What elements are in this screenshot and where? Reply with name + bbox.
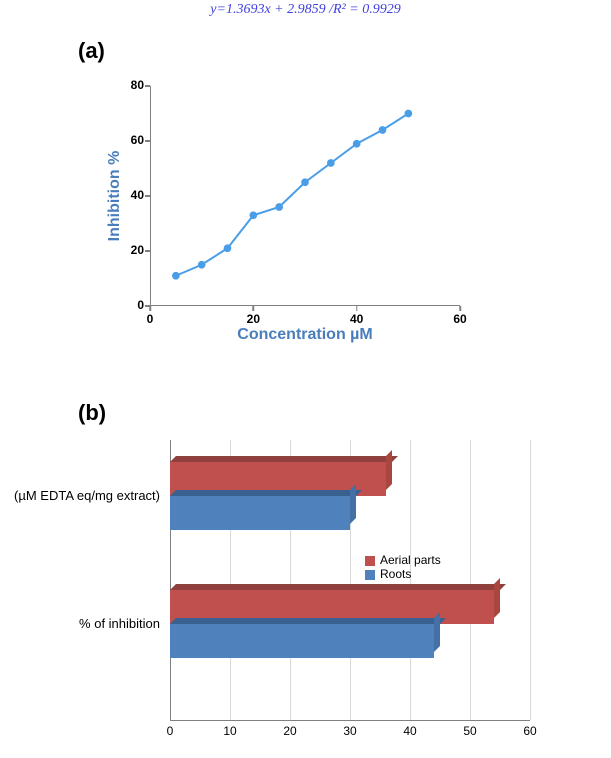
chart-a-xtick: 40 xyxy=(342,312,372,326)
data-point xyxy=(327,159,335,167)
chart-a-ytick: 40 xyxy=(114,188,144,202)
data-point xyxy=(172,272,180,280)
legend-label: Roots xyxy=(380,567,411,581)
legend-item: Roots xyxy=(365,567,441,581)
chart-a-ytick: 0 xyxy=(114,298,144,312)
chart-a-ytick: 20 xyxy=(114,243,144,257)
data-point xyxy=(275,203,283,211)
gridline xyxy=(530,440,531,720)
data-point xyxy=(301,178,309,186)
data-point xyxy=(379,126,387,134)
chart-b-plot: 0102030405060(µM EDTA eq/mg extract)% of… xyxy=(170,440,530,720)
category-label: (µM EDTA eq/mg extract) xyxy=(0,488,160,503)
chart-a-xtick: 60 xyxy=(445,312,475,326)
chart-b: 0102030405060(µM EDTA eq/mg extract)% of… xyxy=(170,440,530,720)
data-point xyxy=(353,140,361,148)
chart-b-xtick: 10 xyxy=(215,724,245,738)
panel-b-label: (b) xyxy=(78,400,106,426)
bar-roots xyxy=(170,496,350,530)
axis-line xyxy=(170,720,530,721)
bar-roots xyxy=(170,624,434,658)
chart-a-ytick: 80 xyxy=(114,78,144,92)
panel-a-label: (a) xyxy=(78,38,105,64)
regression-equation: y=1.3693x + 2.9859 /R² = 0.9929 xyxy=(0,2,611,18)
gridline xyxy=(470,440,471,720)
chart-a: Inhibition % Concentration µM 0204060800… xyxy=(150,86,460,306)
chart-b-xtick: 50 xyxy=(455,724,485,738)
legend-item: Aerial parts xyxy=(365,553,441,567)
data-point xyxy=(404,110,412,118)
data-point xyxy=(249,211,257,219)
data-point xyxy=(198,261,206,269)
legend-swatch xyxy=(365,570,375,580)
legend-label: Aerial parts xyxy=(380,553,441,567)
chart-b-xtick: 40 xyxy=(395,724,425,738)
legend-swatch xyxy=(365,556,375,566)
chart-a-xlabel: Concentration µM xyxy=(150,326,460,344)
chart-a-xtick: 0 xyxy=(135,312,165,326)
chart-b-xtick: 60 xyxy=(515,724,545,738)
figure-page: { "equation": { "text": "y=1.3693x + 2.9… xyxy=(0,0,611,758)
chart-b-xtick: 30 xyxy=(335,724,365,738)
chart-b-xtick: 20 xyxy=(275,724,305,738)
chart-a-xtick: 20 xyxy=(238,312,268,326)
chart-a-ytick: 60 xyxy=(114,133,144,147)
chart-b-xtick: 0 xyxy=(155,724,185,738)
category-label: % of inhibition xyxy=(0,616,160,631)
chart-a-line-layer xyxy=(150,86,460,306)
legend: Aerial partsRoots xyxy=(365,553,441,581)
data-point xyxy=(224,244,232,252)
